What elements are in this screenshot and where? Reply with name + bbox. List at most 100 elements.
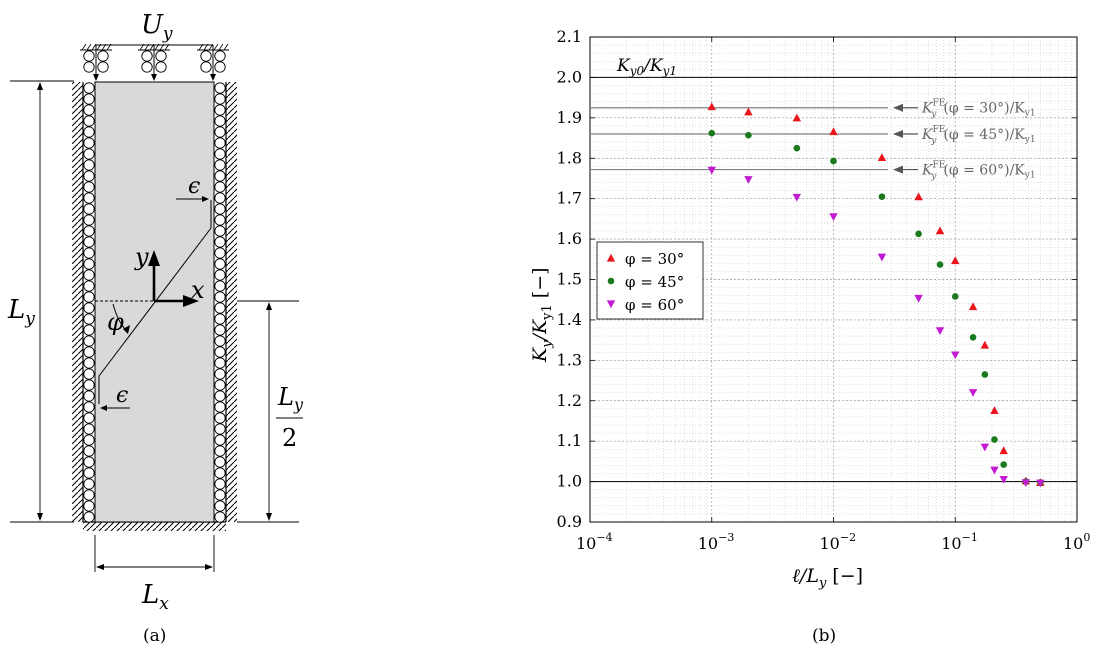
roller-circle [83,236,95,248]
reference-lines [590,76,1077,483]
data-point [829,213,838,222]
roller-circle [83,181,95,193]
roller-circle [83,467,95,479]
roller-circle [83,335,95,347]
x-tick-label: 100 [1063,531,1090,553]
roller-circle [83,192,95,204]
data-point [991,436,998,443]
roller-circle [214,368,226,380]
roller-circle [214,401,226,413]
fe-arrow-head [893,103,903,112]
roller-circle [83,137,95,149]
y-tick-label: 1.4 [557,310,582,329]
roller-circle [83,225,95,237]
data-point [935,226,945,235]
legend-marker [607,277,615,285]
roller-circle [83,445,95,457]
series-2 [708,129,1044,486]
y-tick-label: 1.9 [557,108,582,127]
load-arrow-mid [151,74,157,81]
roller-circle [83,115,95,127]
right-wall-hatch [226,82,237,522]
top-support [80,43,112,73]
caption-a: (a) [143,626,166,646]
data-point [914,294,923,303]
roller-circle [83,302,95,314]
data-point [707,102,716,111]
legend-label: φ = 30° [625,250,684,268]
roller-circle [214,500,226,512]
roller-circle [214,324,226,336]
epsilon-bottom-arrow [100,405,107,411]
series-3 [707,166,1045,488]
data-point [980,340,990,349]
roller-circle [214,50,226,62]
roller-circle [214,236,226,248]
data-point [1036,479,1045,488]
roller-circle [214,390,226,402]
roller-circle [214,181,226,193]
lx-label: Lx [141,580,169,614]
roller-circle [83,434,95,446]
ref-line-label-ky0: Ky0/Ky1 [616,56,677,78]
data-point [951,256,960,265]
panel-a-schematic: Uy Ly Lx Ly 2 ϵ ϵ x y φ (a) [7,10,304,646]
roller-circle [83,93,95,105]
data-point [744,107,753,116]
roller-circle [83,412,95,424]
roller-circle [214,82,226,94]
roller-circle [83,390,95,402]
roller-circle [214,159,226,171]
data-point [935,327,945,336]
load-arrow-right [210,74,216,81]
roller-circle [214,214,226,226]
roller-circle [83,159,95,171]
x-tick-label: 10−3 [698,531,735,553]
top-support [138,43,170,73]
y-tick-label: 1.6 [557,229,582,248]
axis-ticks: 0.9 1.0 1.1 1.2 1.3 1.4 1.5 1.6 1.7 1.8 1.9 2.0 2.1 1… [557,27,1091,553]
roller-circle [83,82,95,94]
roller-circle [83,357,95,369]
roller-circle [83,269,95,281]
roller-circle [155,61,167,73]
data-point [915,230,922,238]
y-tick-label: 2.0 [557,67,582,86]
y-axis-title: Ky/Ky1[−] [529,267,555,363]
angle-phi-label: φ [107,308,124,336]
epsilon-top-label: ϵ [188,174,200,199]
ly-label: Ly [7,295,35,329]
legend-label: φ = 45° [625,273,684,291]
roller-circle [214,456,226,468]
x-tick-label: 10−4 [576,531,613,553]
roller-circle [214,126,226,138]
ly-half-label-denominator: 2 [282,424,297,452]
roller-circle [214,357,226,369]
data-point [999,475,1008,484]
fe-arrow-labels: KFE y (φ = 30°)/Ky1 KFE y (φ = 45°)/Ky1 KFE y (φ… [921,99,1036,182]
roller-circle [83,126,95,138]
roller-circle [214,335,226,347]
roller-circle [214,104,226,116]
data-point [829,127,838,136]
top-support [197,43,229,73]
data-point [830,157,837,165]
fe-arrow-label: KFE y (φ = 30°)/Ky1 [921,99,1036,120]
panel-b-chart: 0.9 1.0 1.1 1.2 1.3 1.4 1.5 1.6 1.7 1.8 1.9 2.0 2.1 1… [529,27,1090,646]
y-tick-label: 1.2 [557,391,582,410]
y-axis-label: y [134,243,149,271]
y-axis-arrow [148,250,160,266]
y-tick-label: 1.0 [557,472,582,491]
data-point [1021,479,1031,487]
fe-arrow-head [893,165,903,174]
data-point [877,153,887,162]
x-axis-title: ℓ/Ly [−] [792,565,863,591]
roller-circle [83,203,95,215]
roller-circle [214,412,226,424]
data-point [936,261,944,268]
data-point [708,129,716,137]
data-series [707,102,1045,488]
roller-circle [200,61,212,73]
caption-b: (b) [812,626,836,646]
